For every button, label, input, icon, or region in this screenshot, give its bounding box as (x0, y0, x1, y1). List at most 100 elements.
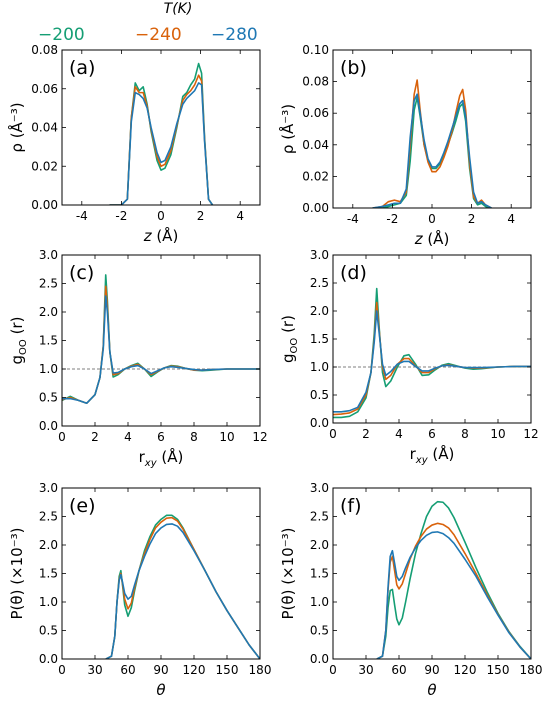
series-group (372, 79, 492, 208)
y-tick-label: 0.0 (310, 416, 329, 430)
x-tick-label: 0 (428, 212, 436, 226)
y-tick-label: 3.0 (310, 248, 329, 262)
series-line-280 (333, 310, 531, 413)
y-tick-label: 3.0 (310, 481, 329, 495)
series-group (105, 514, 260, 659)
x-tick-label: 0 (58, 430, 66, 444)
x-tick-label: 90 (424, 663, 439, 677)
y-tick-label: 3.0 (39, 481, 58, 495)
legend: T(K) −200 −240 −280 (38, 1, 258, 45)
x-tick-label: 12 (252, 430, 267, 444)
x-tick-label: 8 (461, 427, 469, 441)
x-tick-label: 150 (216, 663, 239, 677)
x-tick-label: -2 (386, 212, 398, 226)
y-tick-label: 1.5 (39, 567, 58, 581)
y-tick-label: 1.0 (39, 595, 58, 609)
x-tick-label: -4 (76, 209, 88, 223)
axes-frame (332, 487, 532, 660)
x-axis-label: θ (156, 681, 165, 699)
x-tick-label: 2 (468, 212, 476, 226)
series-line-280 (109, 82, 214, 205)
x-tick-label: 120 (454, 663, 477, 677)
x-tick-label: 30 (87, 663, 102, 677)
panel-label: (f) (340, 495, 362, 517)
legend-entry-200: −200 (38, 25, 85, 45)
x-tick-label: 6 (428, 427, 436, 441)
x-tick-label: 120 (183, 663, 206, 677)
legend-entry-280: −280 (211, 25, 258, 45)
y-tick-label: 0.0 (39, 419, 58, 433)
y-tick-label: 0.5 (310, 624, 329, 638)
x-tick-label: 60 (391, 663, 406, 677)
y-tick-label: 0.00 (31, 198, 58, 212)
panel-f: 0 30 60 90 120 150 180 0.0 0.5 1.0 1.5 2.0 2.5 3.0 (f)… (279, 481, 542, 699)
panel-c: 0 2 4 6 8 10 12 0.0 0.5 1.0 1.5 2.0 2.5 3.0 (c) rxy (Å)… (8, 248, 268, 469)
y-axis-label: ρ (Å⁻³) (7, 102, 26, 152)
x-tick-label: 150 (487, 663, 510, 677)
panel-a: -4 -2 0 2 4 0.00 0.02 0.04 0.06 0.08 (a) z (Å) ρ (Å⁻… (7, 43, 261, 245)
y-axis-label: P(θ) (×10⁻³) (279, 528, 297, 620)
series-line-280 (372, 93, 492, 208)
x-tick-label: 4 (395, 427, 403, 441)
panel-e: 0 30 60 90 120 150 180 0.0 0.5 1.0 1.5 2.0 2.5 3.0 (e)… (8, 481, 271, 699)
panel-b: -4 -2 0 2 4 0.00 0.02 0.04 0.06 0.08 0.10 (b) z (Å) ρ… (278, 43, 532, 248)
y-tick-label: 1.0 (310, 595, 329, 609)
series-line-280 (62, 295, 260, 404)
x-axis-label: rxy (Å) (410, 444, 455, 466)
legend-title: T(K) (164, 1, 193, 17)
series-line-200 (62, 274, 260, 404)
y-tick-label: 0.08 (31, 43, 58, 57)
x-tick-label: 180 (249, 663, 272, 677)
x-tick-label: 6 (157, 430, 165, 444)
y-tick-label: 1.5 (310, 332, 329, 346)
panel-label: (b) (340, 57, 367, 79)
y-axis-label: gOO (r) (279, 315, 300, 363)
x-tick-label: 4 (124, 430, 132, 444)
series-line-240 (376, 522, 531, 659)
y-tick-label: 0.5 (39, 391, 58, 405)
panel-label: (d) (340, 262, 367, 284)
legend-entry-240: −240 (135, 25, 182, 45)
y-tick-label: 0.5 (310, 388, 329, 402)
x-axis-label: θ (427, 681, 436, 699)
y-tick-label: 0.10 (302, 43, 329, 57)
panels: -4 -2 0 2 40.000.020.040.060.08(a)z (Å)ρ (Å⁻… (7, 43, 542, 699)
series-line-200 (376, 500, 531, 659)
x-tick-label: -2 (115, 209, 127, 223)
x-tick-label: 0 (157, 209, 165, 223)
x-tick-label: 0 (329, 427, 337, 441)
series-line-240 (105, 516, 260, 659)
y-tick-label: 2.5 (310, 276, 329, 290)
x-tick-label: 180 (520, 663, 543, 677)
y-tick-label: 1.5 (39, 334, 58, 348)
y-tick-label: 0.04 (302, 138, 329, 152)
y-tick-label: 0.02 (302, 169, 329, 183)
x-axis-label: z (Å) (143, 226, 179, 245)
x-tick-label: 2 (362, 427, 370, 441)
x-tick-label: 2 (91, 430, 99, 444)
y-tick-label: 2.0 (310, 304, 329, 318)
panel-label: (a) (69, 57, 95, 79)
y-axis-label: ρ (Å⁻³) (278, 104, 297, 154)
y-tick-label: 2.0 (310, 538, 329, 552)
y-tick-label: 2.5 (39, 510, 58, 524)
y-tick-label: 2.0 (39, 305, 58, 319)
y-tick-label: 0.0 (39, 652, 58, 666)
x-tick-label: 10 (490, 427, 505, 441)
y-tick-label: 0.06 (302, 106, 329, 120)
y-tick-label: 0.02 (31, 159, 58, 173)
y-tick-label: 1.0 (39, 362, 58, 376)
x-tick-label: 12 (523, 427, 538, 441)
y-tick-label: 0.5 (39, 624, 58, 638)
x-axis-label: rxy (Å) (139, 447, 184, 469)
panel-label: (e) (69, 495, 96, 517)
series-line-240 (62, 285, 260, 404)
series-line-240 (109, 74, 214, 205)
y-tick-label: 0.08 (302, 75, 329, 89)
x-tick-label: 4 (236, 209, 244, 223)
x-tick-label: 0 (58, 663, 66, 677)
y-tick-label: 2.0 (39, 538, 58, 552)
y-tick-label: 1.0 (310, 360, 329, 374)
series-line-280 (376, 531, 531, 659)
